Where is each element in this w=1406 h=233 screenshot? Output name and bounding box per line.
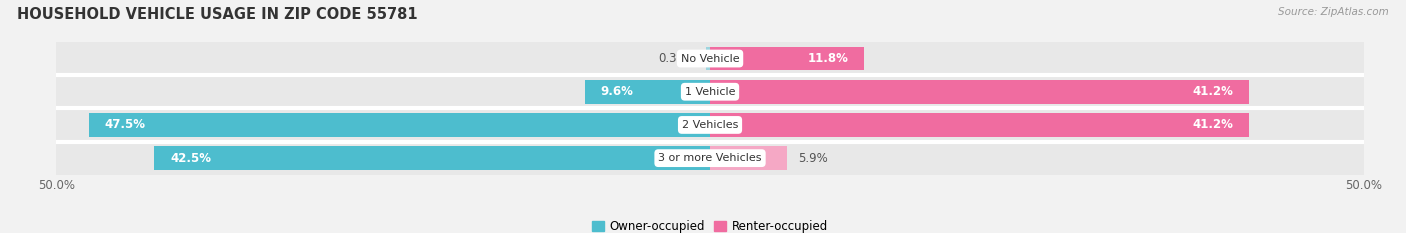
FancyBboxPatch shape bbox=[56, 142, 1364, 175]
Text: 47.5%: 47.5% bbox=[104, 118, 146, 131]
Text: 1 Vehicle: 1 Vehicle bbox=[685, 87, 735, 97]
Bar bbox=[585, 80, 710, 104]
FancyBboxPatch shape bbox=[56, 108, 1364, 142]
Text: Source: ZipAtlas.com: Source: ZipAtlas.com bbox=[1278, 7, 1389, 17]
Text: 41.2%: 41.2% bbox=[1192, 118, 1233, 131]
FancyBboxPatch shape bbox=[56, 42, 1364, 75]
Text: 5.9%: 5.9% bbox=[797, 152, 827, 165]
FancyBboxPatch shape bbox=[56, 75, 1364, 108]
Bar bbox=[710, 113, 1249, 137]
Text: 41.2%: 41.2% bbox=[1192, 85, 1233, 98]
Text: 42.5%: 42.5% bbox=[170, 152, 211, 165]
Bar bbox=[710, 146, 787, 170]
Text: 2 Vehicles: 2 Vehicles bbox=[682, 120, 738, 130]
Bar bbox=[710, 47, 865, 71]
Text: No Vehicle: No Vehicle bbox=[681, 54, 740, 64]
Text: HOUSEHOLD VEHICLE USAGE IN ZIP CODE 55781: HOUSEHOLD VEHICLE USAGE IN ZIP CODE 5578… bbox=[17, 7, 418, 22]
Text: 9.6%: 9.6% bbox=[600, 85, 633, 98]
Bar bbox=[706, 47, 710, 71]
Bar bbox=[710, 80, 1249, 104]
Text: 11.8%: 11.8% bbox=[808, 52, 849, 65]
Bar bbox=[155, 146, 710, 170]
Text: 0.33%: 0.33% bbox=[658, 52, 695, 65]
Text: 3 or more Vehicles: 3 or more Vehicles bbox=[658, 153, 762, 163]
Legend: Owner-occupied, Renter-occupied: Owner-occupied, Renter-occupied bbox=[586, 216, 834, 233]
Bar bbox=[89, 113, 710, 137]
